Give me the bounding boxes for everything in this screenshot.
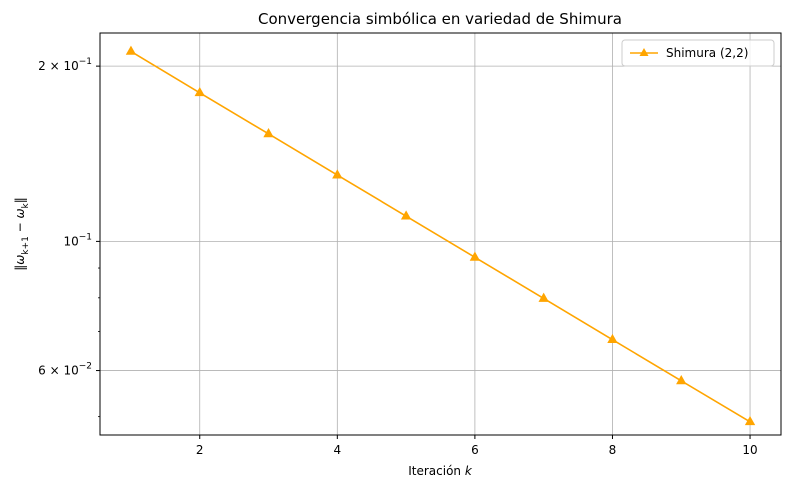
data-point	[744, 415, 756, 426]
data-point	[400, 210, 412, 220]
x-tick-label: 6	[471, 443, 479, 457]
data-point	[125, 45, 137, 55]
chart-title: Convergencia simbólica en variedad de Sh…	[258, 10, 622, 28]
series-line	[130, 50, 751, 423]
x-tick-label: 2	[196, 443, 204, 457]
data-point	[332, 169, 343, 179]
legend-box	[621, 39, 775, 67]
x-axis-label: Iteración k	[408, 464, 473, 478]
legend-label: Shimura (2,2)	[666, 46, 748, 60]
data-point	[538, 292, 549, 302]
legend: Shimura (2,2)	[621, 39, 775, 67]
y-tick-label: 6 × 10−2	[38, 362, 92, 378]
plot-frame	[99, 32, 782, 436]
x-tick-label: 10	[742, 443, 757, 457]
data-point	[194, 86, 205, 97]
y-tick-label: 10−1	[63, 232, 92, 248]
grid	[100, 33, 781, 435]
x-tick-label: 8	[609, 443, 617, 457]
x-tick-label: 4	[333, 443, 341, 457]
data-point	[263, 128, 274, 138]
plot-series	[125, 45, 756, 426]
y-tick-label: 2 × 10−1	[38, 57, 92, 73]
x-axis-ticks: 2 4 6 8 10	[196, 435, 758, 457]
y-axis-label: ‖ωk+1 − ωk‖	[13, 197, 31, 271]
data-point	[469, 251, 481, 261]
legend-marker	[639, 48, 649, 56]
data-point	[676, 375, 687, 385]
data-point	[607, 333, 618, 344]
y-axis-ticks: 2 × 10−1 10−1 6 × 10−2	[38, 57, 100, 418]
y-axis-label-text: ‖ωk+1 − ωk‖	[13, 197, 31, 271]
